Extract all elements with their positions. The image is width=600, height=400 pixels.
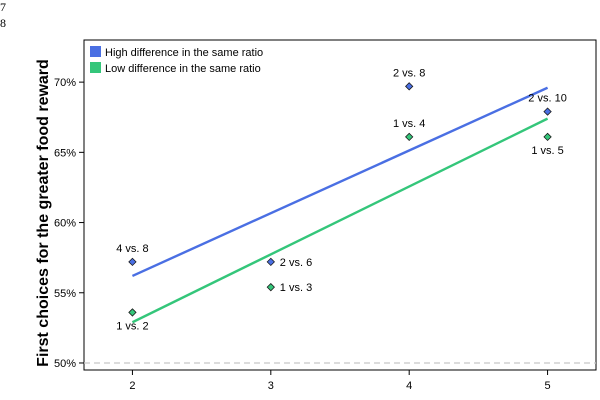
data-label-series-1-2: 2 vs. 6 [280, 257, 312, 269]
data-label-series-1-3: 2 vs. 8 [393, 67, 425, 79]
line-number-8: 8 [0, 16, 6, 30]
x-tick-label: 4 [406, 380, 412, 392]
y-tick-label: 55% [54, 288, 76, 300]
data-label-series-2-1: 1 vs. 2 [116, 320, 148, 332]
y-tick-label: 50% [54, 358, 76, 370]
data-label-series-2-2: 1 vs. 3 [280, 282, 312, 294]
data-point-series-1-2 [266, 257, 275, 267]
data-point-series-1-4 [543, 107, 552, 116]
data-point-series-2-3 [405, 132, 414, 142]
data-point-series-2-1 [128, 308, 137, 317]
plot-frame [83, 39, 597, 371]
data-label-series-2-4: 1 vs. 5 [531, 145, 563, 157]
legend-label-series-1: High difference in the same ratio [105, 47, 263, 59]
x-tick-label: 5 [545, 380, 551, 392]
data-point-series-2-2 [266, 282, 275, 292]
line-number-7: 7 [0, 0, 6, 14]
legend-swatch-series-2 [90, 62, 101, 73]
legend: High difference in the same ratio Low dif… [90, 46, 263, 75]
data-point-series-2-4 [543, 132, 552, 142]
x-tick-label: 2 [129, 380, 135, 392]
x-tick-label: 3 [268, 380, 274, 392]
legend-swatch-series-1 [90, 46, 101, 57]
fit-line-series-1 [131, 86, 549, 278]
y-axis-title: First choices for the greater food rewar… [35, 59, 52, 367]
y-tick-label: 65% [54, 147, 76, 159]
y-tick-label: 70% [54, 77, 76, 89]
data-label-series-1-4: 2 vs. 10 [528, 93, 567, 105]
data-label-series-1-1: 4 vs. 8 [116, 243, 148, 255]
data-label-series-2-3: 1 vs. 4 [393, 118, 425, 130]
fit-line-series-2 [131, 117, 549, 324]
y-tick-label: 60% [54, 218, 76, 230]
legend-label-series-2: Low difference in the same ratio [105, 63, 261, 75]
data-point-series-1-1 [128, 257, 137, 267]
data-point-series-1-3 [405, 82, 414, 91]
